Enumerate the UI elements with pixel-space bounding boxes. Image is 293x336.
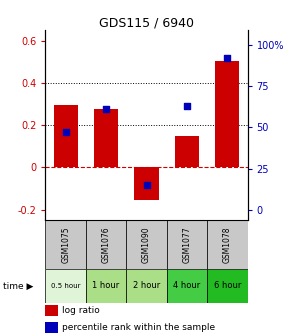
Bar: [207, 220, 248, 269]
Bar: [175, 136, 199, 168]
Bar: [94, 110, 118, 168]
Bar: [45, 322, 57, 333]
Bar: [45, 220, 86, 269]
Bar: [45, 269, 86, 303]
Point: [185, 103, 189, 109]
Text: GSM1076: GSM1076: [102, 226, 110, 263]
Text: log ratio: log ratio: [62, 306, 99, 315]
Point: [225, 55, 230, 60]
Text: time ▶: time ▶: [3, 282, 33, 290]
Bar: [134, 168, 159, 200]
Point: [144, 182, 149, 188]
Text: percentile rank within the sample: percentile rank within the sample: [62, 323, 215, 332]
Title: GDS115 / 6940: GDS115 / 6940: [99, 16, 194, 29]
Text: 0.5 hour: 0.5 hour: [51, 283, 80, 289]
Text: GSM1078: GSM1078: [223, 226, 232, 263]
Point: [104, 107, 108, 112]
Bar: [54, 105, 78, 168]
Bar: [86, 269, 126, 303]
Text: 4 hour: 4 hour: [173, 282, 201, 290]
Text: 2 hour: 2 hour: [133, 282, 160, 290]
Bar: [167, 220, 207, 269]
Text: 1 hour: 1 hour: [92, 282, 120, 290]
Bar: [126, 269, 167, 303]
Text: GSM1075: GSM1075: [61, 226, 70, 263]
Bar: [207, 269, 248, 303]
Bar: [215, 61, 239, 168]
Text: GSM1077: GSM1077: [183, 226, 191, 263]
Text: 6 hour: 6 hour: [214, 282, 241, 290]
Point: [63, 130, 68, 135]
Bar: [45, 305, 57, 316]
Bar: [86, 220, 126, 269]
Bar: [126, 220, 167, 269]
Bar: [167, 269, 207, 303]
Text: GSM1090: GSM1090: [142, 226, 151, 263]
